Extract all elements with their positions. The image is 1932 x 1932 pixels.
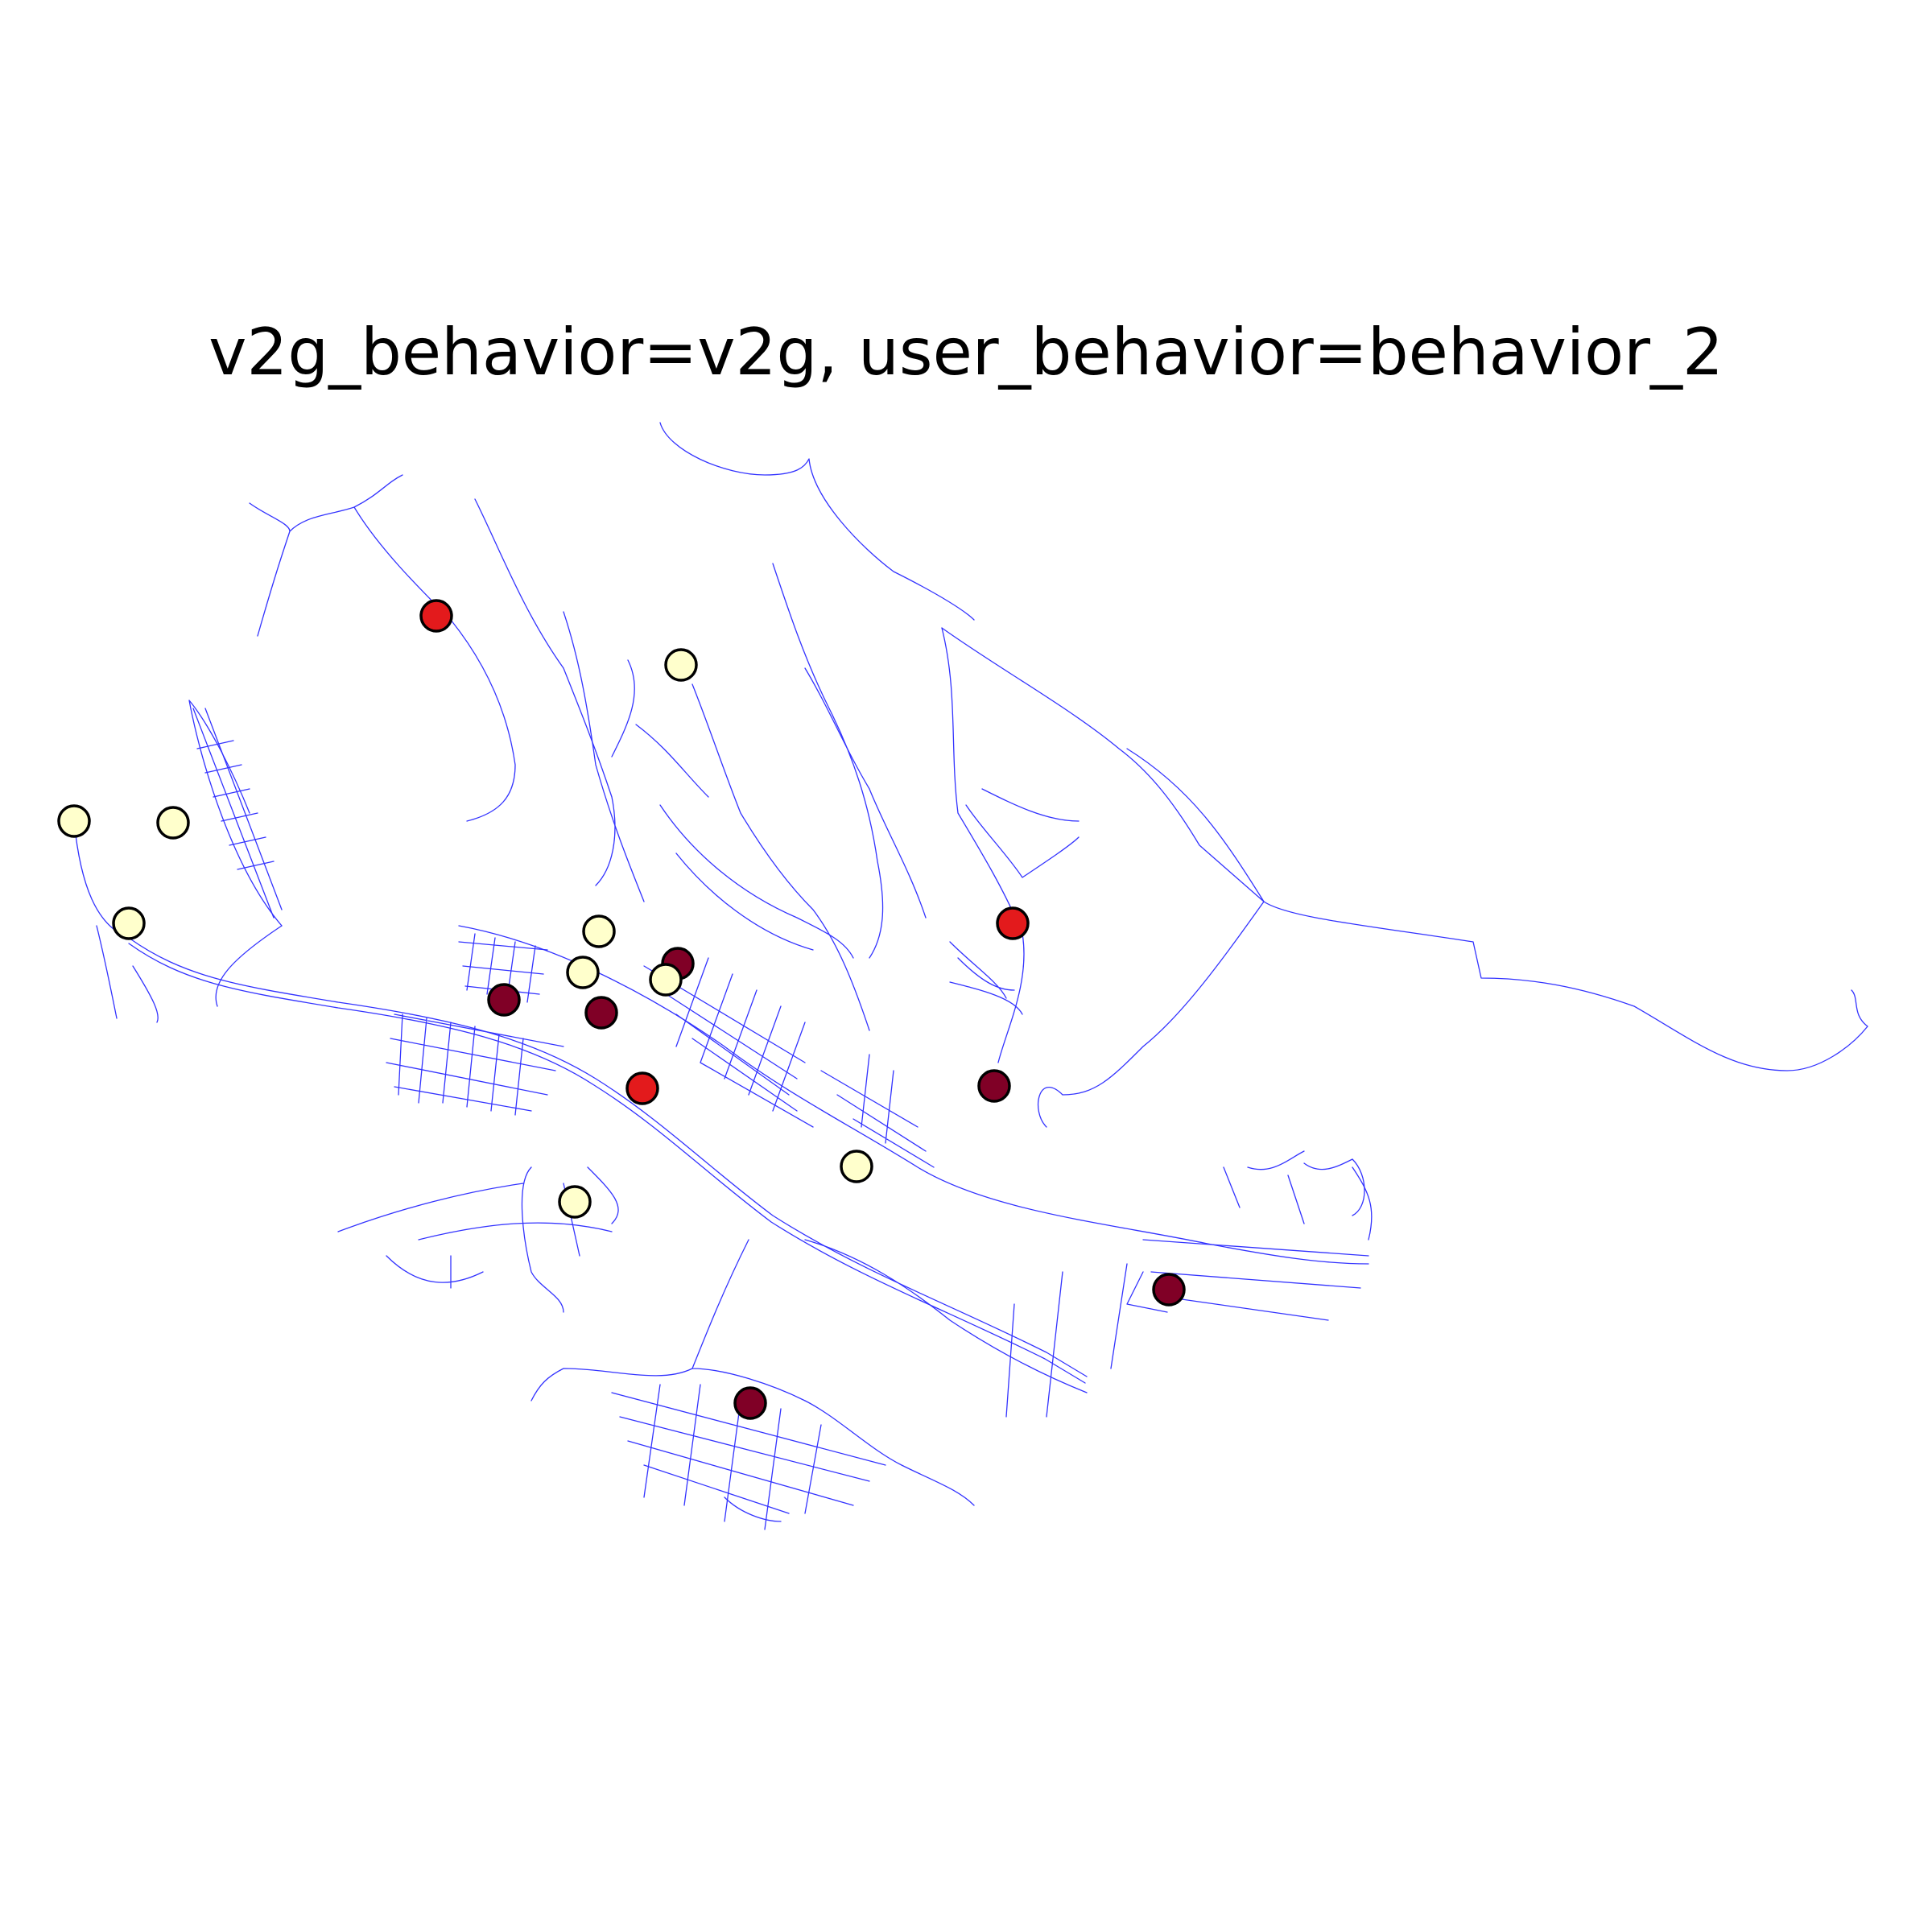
northeast-road <box>659 422 975 621</box>
north-spur-5 <box>804 667 927 919</box>
charging-station-marker-low <box>649 963 683 997</box>
north-spur-3 <box>691 683 870 1031</box>
charging-station-marker-high <box>487 983 521 1017</box>
north-hill-loop <box>965 788 1080 878</box>
charging-station-marker-high <box>1152 1273 1186 1307</box>
hill-switchbacks <box>949 941 1023 1015</box>
charging-station-marker-high <box>733 1386 767 1420</box>
mountain-road-east <box>1037 901 1265 1128</box>
west-loop <box>96 925 283 1023</box>
east-road <box>1126 748 1868 1071</box>
east-road-north <box>941 627 1265 902</box>
southwest-loop <box>418 1166 619 1313</box>
center-grid <box>458 933 935 1168</box>
northwest-spur-2 <box>353 506 516 822</box>
north-spur-1 <box>563 611 645 902</box>
south-grid <box>611 1384 886 1530</box>
charging-station-marker-low <box>566 956 600 989</box>
east-cluster <box>1142 1166 1373 1321</box>
south-bend <box>337 1183 524 1289</box>
charging-station-marker-low <box>112 906 146 940</box>
north-curves <box>659 804 854 959</box>
south-road <box>530 1239 806 1402</box>
southeast-industrial <box>804 1239 1168 1418</box>
west-grid <box>386 1013 564 1116</box>
main-highway-parallel <box>128 943 1086 1384</box>
road-network <box>73 422 1868 1530</box>
charging-station-marker-low <box>582 914 616 948</box>
ridge-road <box>941 627 1025 1063</box>
valley-road <box>458 925 1369 1265</box>
charging-station-marker-mid <box>625 1071 659 1105</box>
north-spur-4 <box>772 563 884 959</box>
northwest-spur-3 <box>474 498 616 886</box>
south-tail <box>724 1400 975 1522</box>
charging-station-marker-low <box>57 804 91 838</box>
main-highway <box>128 937 1088 1377</box>
charging-station-marker-low <box>840 1150 873 1183</box>
charging-station-marker-low <box>156 806 190 840</box>
north-spur-2 <box>611 659 709 798</box>
charging-station-marker-mid <box>419 599 453 633</box>
charging-station-marker-low <box>558 1185 592 1219</box>
charging-station-marker-high <box>584 996 618 1030</box>
charging-stations <box>57 599 1186 1420</box>
charging-station-marker-mid <box>996 906 1030 940</box>
charging-station-marker-high <box>977 1069 1011 1103</box>
charging-station-marker-low <box>664 648 698 682</box>
west-strip-grid <box>192 708 283 919</box>
northwest-spur-1 <box>249 474 403 637</box>
far-east-branch <box>1247 1150 1365 1216</box>
map-title: v2g_behavior=v2g, user_behavior=behavior… <box>208 315 1724 390</box>
